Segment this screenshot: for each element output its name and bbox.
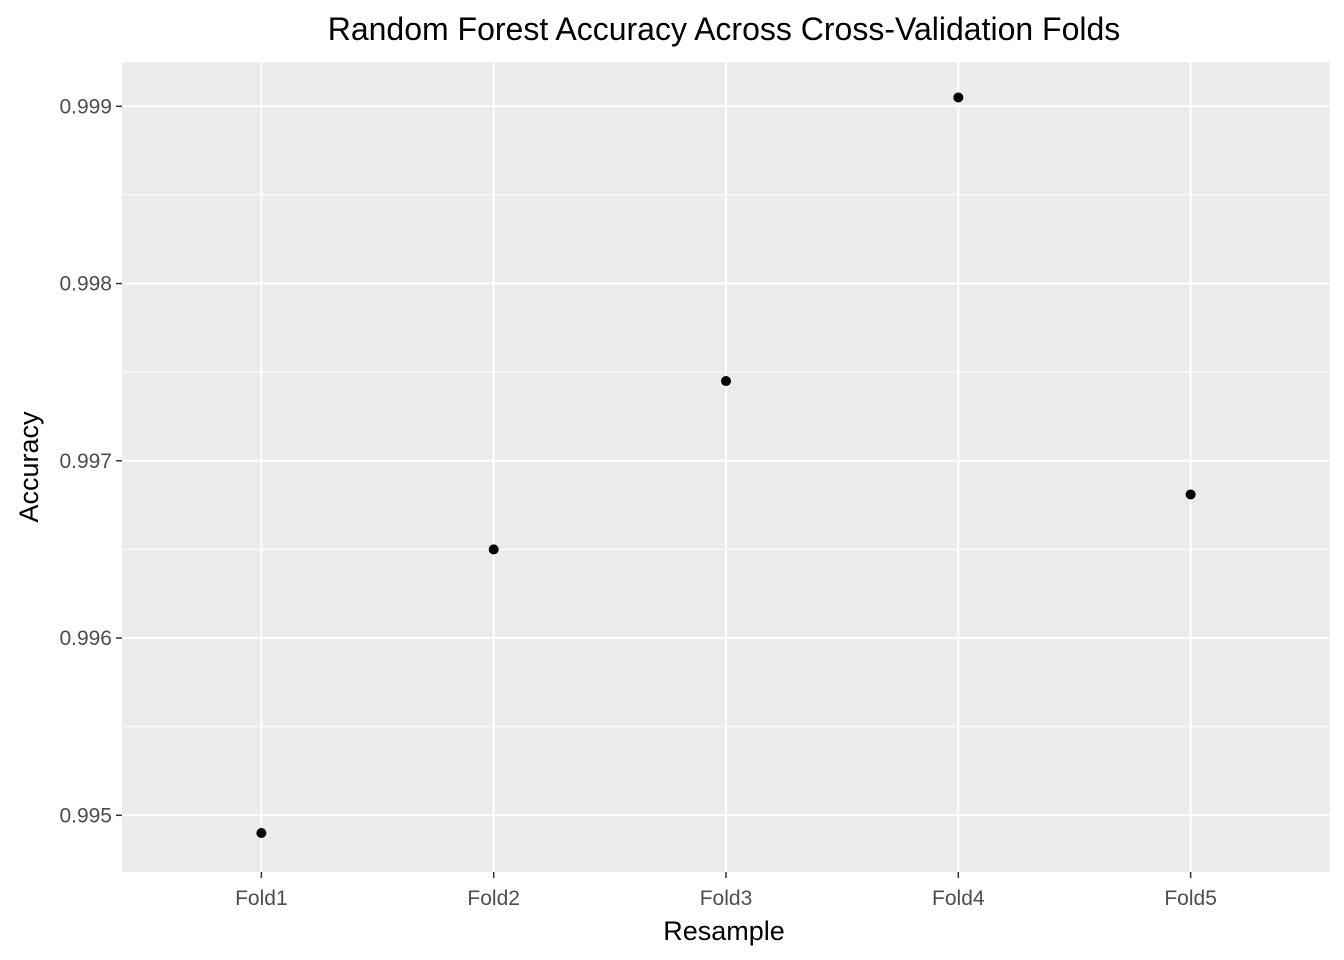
y-tick-label: 0.997: [59, 450, 112, 473]
y-tick-label: 0.998: [59, 273, 112, 296]
data-point: [256, 828, 267, 839]
y-axis: 0.995 0.996 0.997 0.998 0.999: [59, 95, 122, 827]
y-axis-title: Accuracy: [14, 411, 44, 523]
y-tick-label: 0.996: [59, 627, 112, 650]
x-tick-label: Fold4: [932, 887, 985, 910]
data-point: [488, 544, 499, 555]
data-point: [953, 92, 964, 103]
x-tick-label: Fold2: [467, 887, 520, 910]
x-axis-title: Resample: [663, 916, 785, 946]
x-tick-label: Fold3: [700, 887, 753, 910]
x-tick-label: Fold5: [1164, 887, 1217, 910]
major-gridlines: [122, 62, 1330, 872]
data-point: [1185, 489, 1196, 500]
x-axis: Fold1 Fold2 Fold3 Fold4 Fold5: [235, 872, 1217, 910]
chart-title: Random Forest Accuracy Across Cross-Vali…: [328, 11, 1121, 47]
data-point: [721, 376, 731, 387]
data-points: [256, 92, 1196, 839]
y-tick-label: 0.999: [59, 95, 112, 118]
x-tick-label: Fold1: [235, 887, 288, 910]
y-tick-label: 0.995: [59, 804, 112, 827]
